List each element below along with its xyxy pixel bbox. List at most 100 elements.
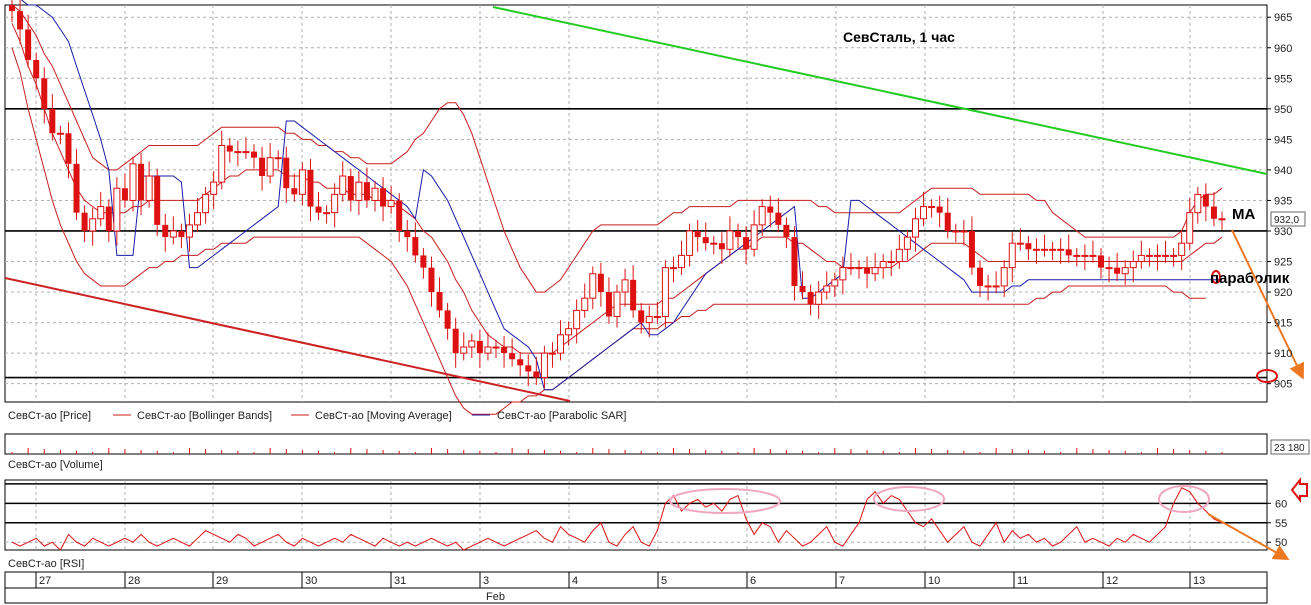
candle-body-up [1162,254,1170,257]
candle-body-down [718,243,725,250]
legend-price: СевСт-ао [Price] [8,410,91,422]
candle-body-down [775,212,782,225]
candle-body-up [1170,254,1178,257]
candle-body-up [847,267,855,270]
candle-body-up [540,352,548,379]
candle-body-up [1008,242,1016,269]
candle-body-down [251,151,257,158]
parabolic-sar-line [20,0,1222,391]
price-tick-label: 910 [1274,348,1292,360]
rsi-highlight-1 [669,488,781,514]
candle-body-down [33,59,40,79]
candle-body-down [783,224,790,238]
candle-body-down [17,11,24,30]
candle-body-up [661,267,669,317]
rsi-tick-label: 55 [1275,518,1287,530]
rsi-tick-label: 60 [1275,498,1287,510]
rsi-grid [5,480,1267,550]
candle-body-up [323,212,331,215]
price-candles [9,0,1226,389]
candle-body-down [1202,194,1209,207]
candle-body-up [653,315,661,318]
candle-body-up [1049,248,1057,251]
candle-body-down [226,145,233,152]
candle-body-down [791,237,798,286]
candle-body-down [597,273,604,293]
candle-body-down [436,292,443,311]
candle-body-down [105,206,112,231]
legend-ma: СевСт-ао [Moving Average] [315,410,452,422]
legend-bollinger: СевСт-ао [Bollinger Bands] [137,410,272,422]
candle-body-up [589,273,597,299]
candle-body-down [73,163,80,213]
time-axis-day-label: 4 [572,575,578,587]
candle-body-down [807,292,814,305]
chart-title: СевСталь, 1 час [843,29,955,45]
candle-body-up [355,181,363,201]
candle-body-up [169,230,177,238]
candle-body-up [758,206,766,226]
time-axis-day-label: 6 [750,575,756,587]
price-tick-label: 940 [1274,165,1292,177]
candle-body-down [154,176,161,225]
candle-body-up [911,218,919,238]
rsi-tick-label: 50 [1275,537,1287,549]
candle-body-up [331,193,339,214]
candle-body-up [266,157,274,177]
candle-body-down [509,353,516,360]
candle-body-up [1153,254,1161,257]
candle-body-up [750,224,758,250]
price-tick-label: 965 [1274,12,1292,24]
time-axis-day-label: 11 [1017,575,1028,587]
candle-body-up [1105,267,1113,270]
time-axis-day-label: 7 [839,575,845,587]
candle-body-down [315,206,322,213]
candle-body-down [420,255,427,268]
candle-body-up [1186,212,1194,244]
candle-body-down [735,230,741,238]
rsi-line [11,487,1223,551]
price-tick-label: 935 [1274,195,1292,207]
rsi-highlight-3 [1158,485,1210,513]
candle-body-down [81,212,88,231]
candle-body-up [952,230,960,233]
sar-annotation: параболик [1210,270,1290,287]
candle-body-down [162,224,169,238]
time-axis-day-label: 12 [1106,575,1118,587]
candle-body-up [581,297,589,311]
price-horizontal-levels [5,108,1267,379]
candle-body-up [113,187,121,232]
candle-body-down [694,230,701,238]
candle-body-up [1218,218,1226,221]
candle-body-down [767,206,774,213]
rsi-pointer-arrow [1290,477,1308,503]
lower-trend-line [4,277,571,402]
bollinger-upper [11,4,1223,293]
candle-body-up [202,193,210,214]
candle-body-up [1032,248,1040,251]
candle-body-up [887,261,895,264]
candle-body-up [97,206,105,220]
candle-body-up [1041,248,1049,251]
candle-body-up [726,230,734,250]
rsi-series-line [11,487,1223,551]
candle-body-down [428,267,435,293]
candle-body-down [259,157,266,177]
candle-body-down [1065,249,1072,256]
last-price-badge [1270,211,1306,227]
candle-body-down [1210,206,1217,219]
candle-body-up [1145,254,1153,257]
candle-body-up [210,181,218,195]
candle-body-down [444,310,451,329]
candle-body-down [1025,243,1032,250]
candle-body-down [638,310,645,323]
price-tick-label: 920 [1274,287,1292,299]
candle-body-up [992,285,1000,288]
candle-body-down [977,267,983,286]
time-axis-day-label: 5 [661,575,667,587]
candle-body-up [298,169,306,195]
candle-body-down [25,29,32,60]
candle-body-up [613,291,621,317]
candle-body-up [371,187,379,201]
